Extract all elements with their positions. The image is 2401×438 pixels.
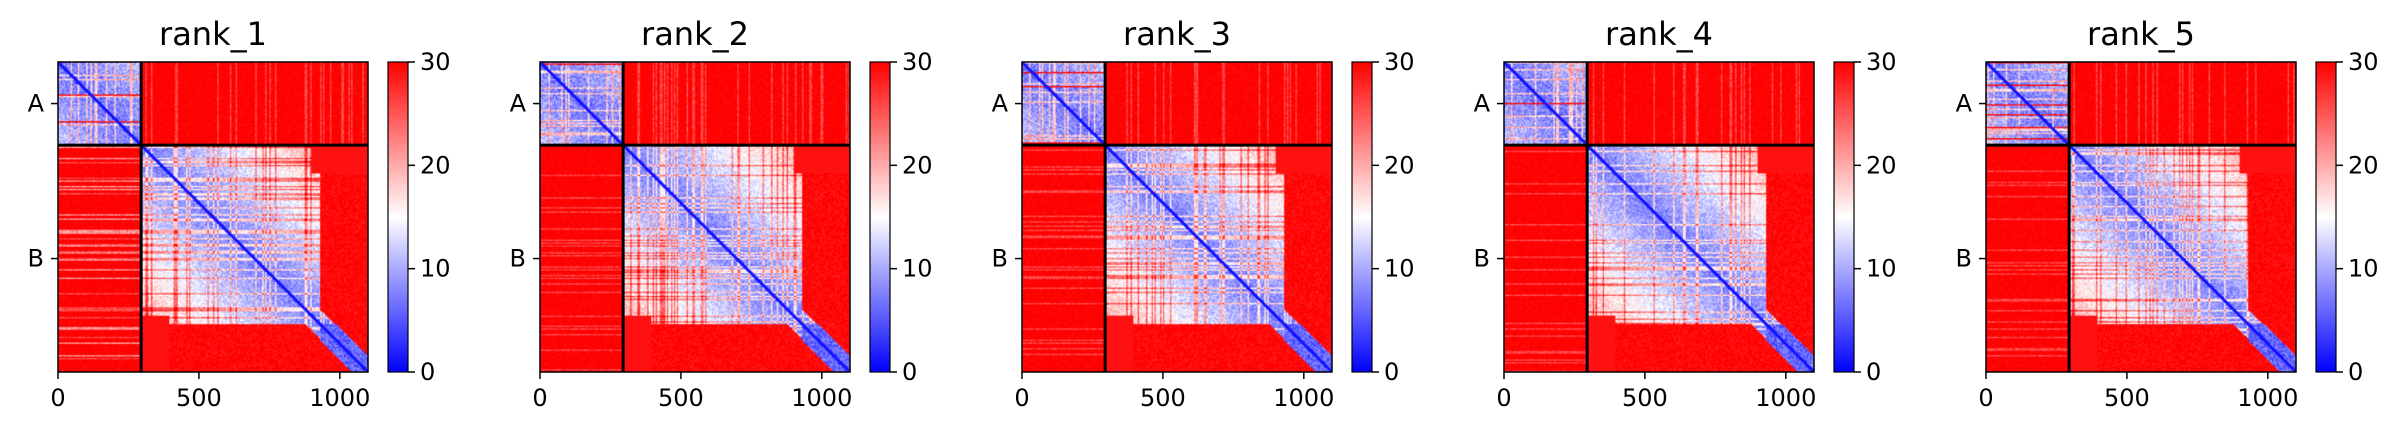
- colorbar-tick-label: 10: [902, 255, 933, 283]
- colorbar-gradient: [1833, 61, 1855, 373]
- x-tick-label: 500: [1622, 384, 1668, 412]
- heatmap-image: [540, 62, 850, 372]
- x-tick-label: 500: [658, 384, 704, 412]
- plot-frame: [1503, 61, 1815, 373]
- x-tick-label: 0: [1978, 384, 1993, 412]
- plot-frame: [57, 61, 369, 373]
- x-tick-label: 0: [532, 384, 547, 412]
- y-tick-label-chain-B: B: [510, 245, 526, 273]
- colorbar-tick-label: 20: [420, 151, 451, 179]
- x-tick-label: 1000: [791, 384, 852, 412]
- colorbar-tick-label: 10: [1866, 255, 1897, 283]
- heatmap-image: [1986, 62, 2296, 372]
- x-tick-label: 0: [1014, 384, 1029, 412]
- colorbar: 0 10 20 30: [1833, 48, 1897, 386]
- panel-title: rank_5: [2087, 15, 2195, 53]
- colorbar: 0 10 20 30: [1351, 48, 1415, 386]
- x-tick-label: 500: [2104, 384, 2150, 412]
- y-tick-label-chain-B: B: [1474, 245, 1490, 273]
- colorbar-gradient: [869, 61, 891, 373]
- panel-title: rank_2: [641, 15, 749, 53]
- pae-panel-3: rank_3 0 500 1000 A B 0 10 20 30: [992, 15, 1415, 412]
- heatmap-image: [1022, 62, 1332, 372]
- y-tick-label-chain-A: A: [1474, 90, 1491, 118]
- pae-panel-5: rank_5 0 500 1000 A B 0 10 20 30: [1956, 15, 2379, 412]
- heatmap-image: [58, 62, 368, 372]
- colorbar-tick-label: 0: [1384, 358, 1399, 386]
- x-tick-label: 1000: [1755, 384, 1816, 412]
- colorbar-tick-label: 20: [1866, 151, 1897, 179]
- colorbar-tick-label: 30: [1866, 48, 1897, 76]
- x-tick-label: 500: [1140, 384, 1186, 412]
- y-tick-label-chain-A: A: [992, 90, 1009, 118]
- x-tick-label: 500: [176, 384, 222, 412]
- colorbar-tick-label: 20: [1384, 151, 1415, 179]
- colorbar-tick-label: 20: [2348, 151, 2379, 179]
- panel-title: rank_4: [1605, 15, 1713, 53]
- colorbar-tick-label: 10: [420, 255, 451, 283]
- colorbar: 0 10 20 30: [2315, 48, 2379, 386]
- colorbar-tick-label: 30: [2348, 48, 2379, 76]
- x-tick-label: 1000: [2237, 384, 2298, 412]
- colorbar-tick-label: 30: [1384, 48, 1415, 76]
- colorbar-tick-label: 0: [902, 358, 917, 386]
- colorbar-tick-label: 0: [1866, 358, 1881, 386]
- colorbar-tick-label: 10: [1384, 255, 1415, 283]
- y-tick-label-chain-A: A: [510, 90, 527, 118]
- plot-frame: [539, 61, 851, 373]
- x-tick-label: 0: [1496, 384, 1511, 412]
- x-tick-label: 1000: [1273, 384, 1334, 412]
- y-tick-label-chain-B: B: [992, 245, 1008, 273]
- x-tick-label: 1000: [309, 384, 370, 412]
- panel-title: rank_3: [1123, 15, 1231, 53]
- colorbar-tick-label: 30: [902, 48, 933, 76]
- plot-frame: [1985, 61, 2297, 373]
- y-tick-label-chain-A: A: [1956, 90, 1973, 118]
- colorbar-tick-label: 0: [420, 358, 435, 386]
- colorbar-tick-label: 0: [2348, 358, 2363, 386]
- colorbar: 0 10 20 30: [869, 48, 933, 386]
- pae-panel-1: rank_1 0 500 1000 A B 0 10 20 30: [28, 15, 451, 412]
- colorbar-gradient: [387, 61, 409, 373]
- panel-title: rank_1: [159, 15, 267, 53]
- colorbar-gradient: [2315, 61, 2337, 373]
- y-tick-label-chain-A: A: [28, 90, 45, 118]
- colorbar-tick-label: 10: [2348, 255, 2379, 283]
- heatmap-image: [1504, 62, 1814, 372]
- colorbar-tick-label: 20: [902, 151, 933, 179]
- y-tick-label-chain-B: B: [28, 245, 44, 273]
- pae-panel-2: rank_2 0 500 1000 A B 0 10 20 30: [510, 15, 933, 412]
- colorbar-tick-label: 30: [420, 48, 451, 76]
- plot-frame: [1021, 61, 1333, 373]
- pae-panel-4: rank_4 0 500 1000 A B 0 10 20 30: [1474, 15, 1897, 412]
- x-tick-label: 0: [50, 384, 65, 412]
- colorbar: 0 10 20 30: [387, 48, 451, 386]
- y-tick-label-chain-B: B: [1956, 245, 1972, 273]
- colorbar-gradient: [1351, 61, 1373, 373]
